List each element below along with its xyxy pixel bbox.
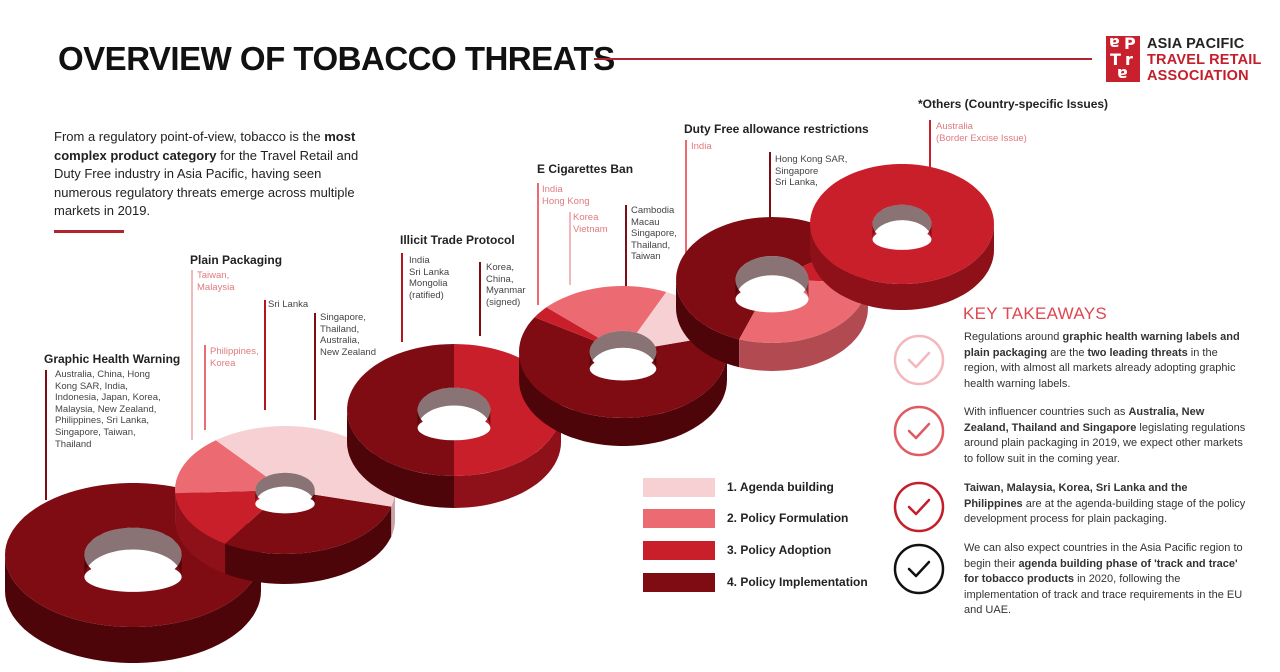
takeaway-emphasis: two leading threats bbox=[1087, 346, 1188, 359]
ring-segment-adoption bbox=[810, 164, 994, 284]
stage-note: Sri Lanka bbox=[268, 299, 309, 310]
ring-hole-shadow bbox=[735, 256, 809, 300]
ring-hole-shadow bbox=[589, 330, 657, 369]
takeaway-fragment: We can also expect countries in the Asia… bbox=[964, 542, 1243, 570]
takeaway-emphasis: graphic health warning labels and plain … bbox=[964, 331, 1240, 359]
ring-hole bbox=[735, 285, 809, 313]
takeaway-fragment: With influencer countries such as bbox=[964, 406, 1129, 418]
legend-label: 2. Policy Formulation bbox=[727, 511, 849, 525]
logo-text-line3: ASSOCIATION bbox=[1147, 68, 1249, 84]
ring-segment-formulation bbox=[175, 440, 267, 494]
takeaway-fragment: in 2020, following the implementation of… bbox=[964, 573, 1243, 616]
ring-segment-implementation bbox=[347, 344, 454, 476]
takeaway-fragment: in the region, with almost all markets a… bbox=[964, 346, 1236, 390]
logo-letter: P bbox=[1124, 34, 1136, 53]
intro-text: From a regulatory point-of-view, tobacco… bbox=[54, 129, 325, 144]
logo-letter: r bbox=[1125, 50, 1133, 69]
ring-hole bbox=[255, 494, 315, 514]
stage-note: Philippines, Korea bbox=[210, 346, 259, 369]
stage-note: Australia, China, Hong Kong SAR, India, … bbox=[55, 369, 161, 450]
logo-letter: T bbox=[1110, 50, 1121, 69]
logo-text-line2: TRAVEL RETAIL bbox=[1147, 52, 1262, 68]
legend-label: 4. Policy Implementation bbox=[727, 575, 868, 589]
ring-hole-shadow bbox=[417, 387, 491, 428]
ring-hole-shadow bbox=[255, 472, 315, 504]
ring-wall-implementation bbox=[347, 410, 454, 508]
takeaway-text: With influencer countries such as Austra… bbox=[964, 405, 1249, 467]
ring-segment-adoption bbox=[175, 490, 269, 544]
ring-hole-shadow bbox=[872, 204, 932, 240]
ring-segment-formulation bbox=[739, 280, 868, 343]
ring-hole bbox=[417, 415, 491, 441]
logo-text-line1: ASIA PACIFIC bbox=[1147, 36, 1245, 52]
check-circle-icon bbox=[893, 543, 945, 595]
ring-wall-agenda bbox=[391, 490, 395, 537]
intro-text: for the Travel Retail and Duty Free indu… bbox=[54, 147, 359, 219]
ring-hole-shadow bbox=[84, 527, 182, 577]
takeaway-emphasis: Taiwan, Malaysia, Korea, Sri Lanka and t… bbox=[964, 482, 1188, 510]
ring-hole bbox=[589, 357, 657, 381]
takeaway-fragment: legislating regulations around plain pac… bbox=[964, 421, 1246, 465]
takeaway-text: Regulations around graphic health warnin… bbox=[964, 330, 1249, 392]
legend-label: 3. Policy Adoption bbox=[727, 543, 832, 557]
ring-wall-adoption bbox=[175, 493, 226, 574]
check-circle-icon bbox=[893, 481, 945, 533]
stage-note: Singapore, Thailand, Australia, New Zeal… bbox=[320, 312, 376, 358]
stage-note: Hong Kong SAR, Singapore Sri Lanka, bbox=[775, 154, 848, 189]
stage-title-duty-free-allowance: Duty Free allowance restrictions bbox=[684, 122, 869, 136]
ring-others bbox=[810, 164, 994, 310]
ring-wall-implementation bbox=[5, 555, 261, 663]
stage-note: India Sri Lanka Mongolia (ratified) bbox=[409, 255, 450, 301]
intro-emphasis: most complex product category bbox=[54, 129, 356, 163]
stage-note: Cambodia Macau Singapore, Thailand, Taiw… bbox=[631, 205, 677, 263]
ring-wall-adoption bbox=[454, 410, 561, 508]
check-circle-icon bbox=[893, 405, 945, 457]
intro-paragraph: From a regulatory point-of-view, tobacco… bbox=[54, 128, 364, 221]
stage-title-others: *Others (Country-specific Issues) bbox=[918, 97, 1109, 111]
check-circle-icon bbox=[893, 334, 945, 386]
stage-title-illicit-trade-protocol: Illicit Trade Protocol bbox=[400, 233, 515, 247]
stage-title-graphic-health-warning: Graphic Health Warning bbox=[44, 352, 181, 366]
takeaway-fragment: Regulations around bbox=[964, 331, 1063, 343]
takeaway-text: We can also expect countries in the Asia… bbox=[964, 541, 1249, 619]
stage-note: Korea, China, Myanmar (signed) bbox=[486, 262, 526, 308]
stage-title-e-cigarettes-ban: E Cigarettes Ban bbox=[537, 162, 634, 176]
stage-note: Taiwan, Malaysia bbox=[197, 270, 235, 293]
stage-title-plain-packaging: Plain Packaging bbox=[190, 253, 283, 267]
takeaway-fragment: are at the agenda-building stage of the … bbox=[964, 497, 1246, 526]
ring-wall-implementation bbox=[676, 280, 740, 368]
ring-hole bbox=[84, 561, 182, 592]
page-title: OVERVIEW OF TOBACCO THREATS bbox=[58, 40, 615, 77]
ring-segment-implementation bbox=[676, 217, 852, 340]
legend-swatch-formulation bbox=[643, 509, 715, 528]
ring-wall-implementation bbox=[519, 352, 727, 446]
ring-hole bbox=[872, 228, 932, 250]
key-takeaways-title: KEY TAKEAWAYS bbox=[963, 304, 1108, 323]
intro-divider bbox=[54, 230, 124, 233]
takeaway-emphasis: agenda building phase of 'track and trac… bbox=[964, 557, 1238, 586]
legend-swatch-implementation bbox=[643, 573, 715, 592]
takeaway-emphasis: Australia, New Zealand, Thailand and Sin… bbox=[964, 406, 1205, 434]
ring-e-cigarettes-ban bbox=[519, 286, 727, 446]
ring-segment-adoption bbox=[534, 307, 599, 341]
stage-note: India bbox=[691, 141, 712, 152]
legend-swatch-agenda bbox=[643, 478, 715, 497]
apptra-logo: a P T r a bbox=[1106, 34, 1140, 84]
takeaway-text: Taiwan, Malaysia, Korea, Sri Lanka and t… bbox=[964, 481, 1249, 528]
stage-note: India Hong Kong bbox=[542, 184, 590, 207]
title-divider bbox=[594, 58, 1092, 60]
stage-note: Korea Vietnam bbox=[573, 212, 608, 235]
ring-wall-adoption bbox=[810, 224, 994, 310]
ring-wall-formulation bbox=[739, 282, 868, 371]
legend-label: 1. Agenda building bbox=[727, 480, 834, 494]
legend-swatch-adoption bbox=[643, 541, 715, 560]
ring-wall-implementation bbox=[225, 506, 392, 584]
ring-segment-formulation bbox=[546, 286, 667, 338]
takeaway-fragment: are the bbox=[1047, 346, 1088, 359]
ring-segment-implementation bbox=[519, 317, 727, 418]
stage-note: Australia (Border Excise Issue) bbox=[936, 121, 1027, 144]
